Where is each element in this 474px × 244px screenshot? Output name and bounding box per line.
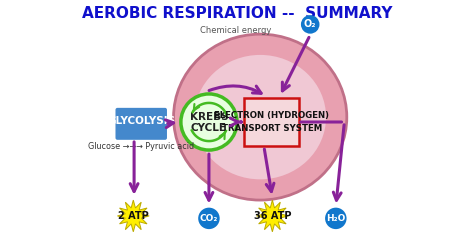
- Text: O₂: O₂: [304, 20, 317, 29]
- FancyBboxPatch shape: [244, 98, 299, 146]
- Text: Glucose →→→ Pyruvic acid: Glucose →→→ Pyruvic acid: [88, 142, 194, 151]
- Text: ELECTRON (HYDROGEN): ELECTRON (HYDROGEN): [214, 112, 329, 121]
- Circle shape: [301, 15, 319, 34]
- Polygon shape: [118, 200, 149, 232]
- Text: H₂O: H₂O: [326, 214, 346, 223]
- Text: GLYCOLYSIS: GLYCOLYSIS: [107, 116, 175, 126]
- Text: 2 ATP: 2 ATP: [118, 211, 149, 221]
- Polygon shape: [256, 200, 288, 232]
- Circle shape: [198, 208, 219, 229]
- Circle shape: [325, 208, 346, 229]
- Text: 36 ATP: 36 ATP: [254, 211, 291, 221]
- Text: Chemical energy: Chemical energy: [200, 26, 272, 35]
- Circle shape: [181, 94, 237, 150]
- Text: CO₂: CO₂: [200, 214, 218, 223]
- Text: AEROBIC RESPIRATION --  SUMMARY: AEROBIC RESPIRATION -- SUMMARY: [82, 6, 392, 21]
- Text: KREBS: KREBS: [190, 112, 228, 122]
- Ellipse shape: [173, 34, 347, 200]
- FancyBboxPatch shape: [116, 108, 167, 140]
- Ellipse shape: [194, 55, 326, 179]
- Text: TRANSPORT SYSTEM: TRANSPORT SYSTEM: [222, 124, 322, 133]
- Text: CYCLE: CYCLE: [191, 123, 227, 133]
